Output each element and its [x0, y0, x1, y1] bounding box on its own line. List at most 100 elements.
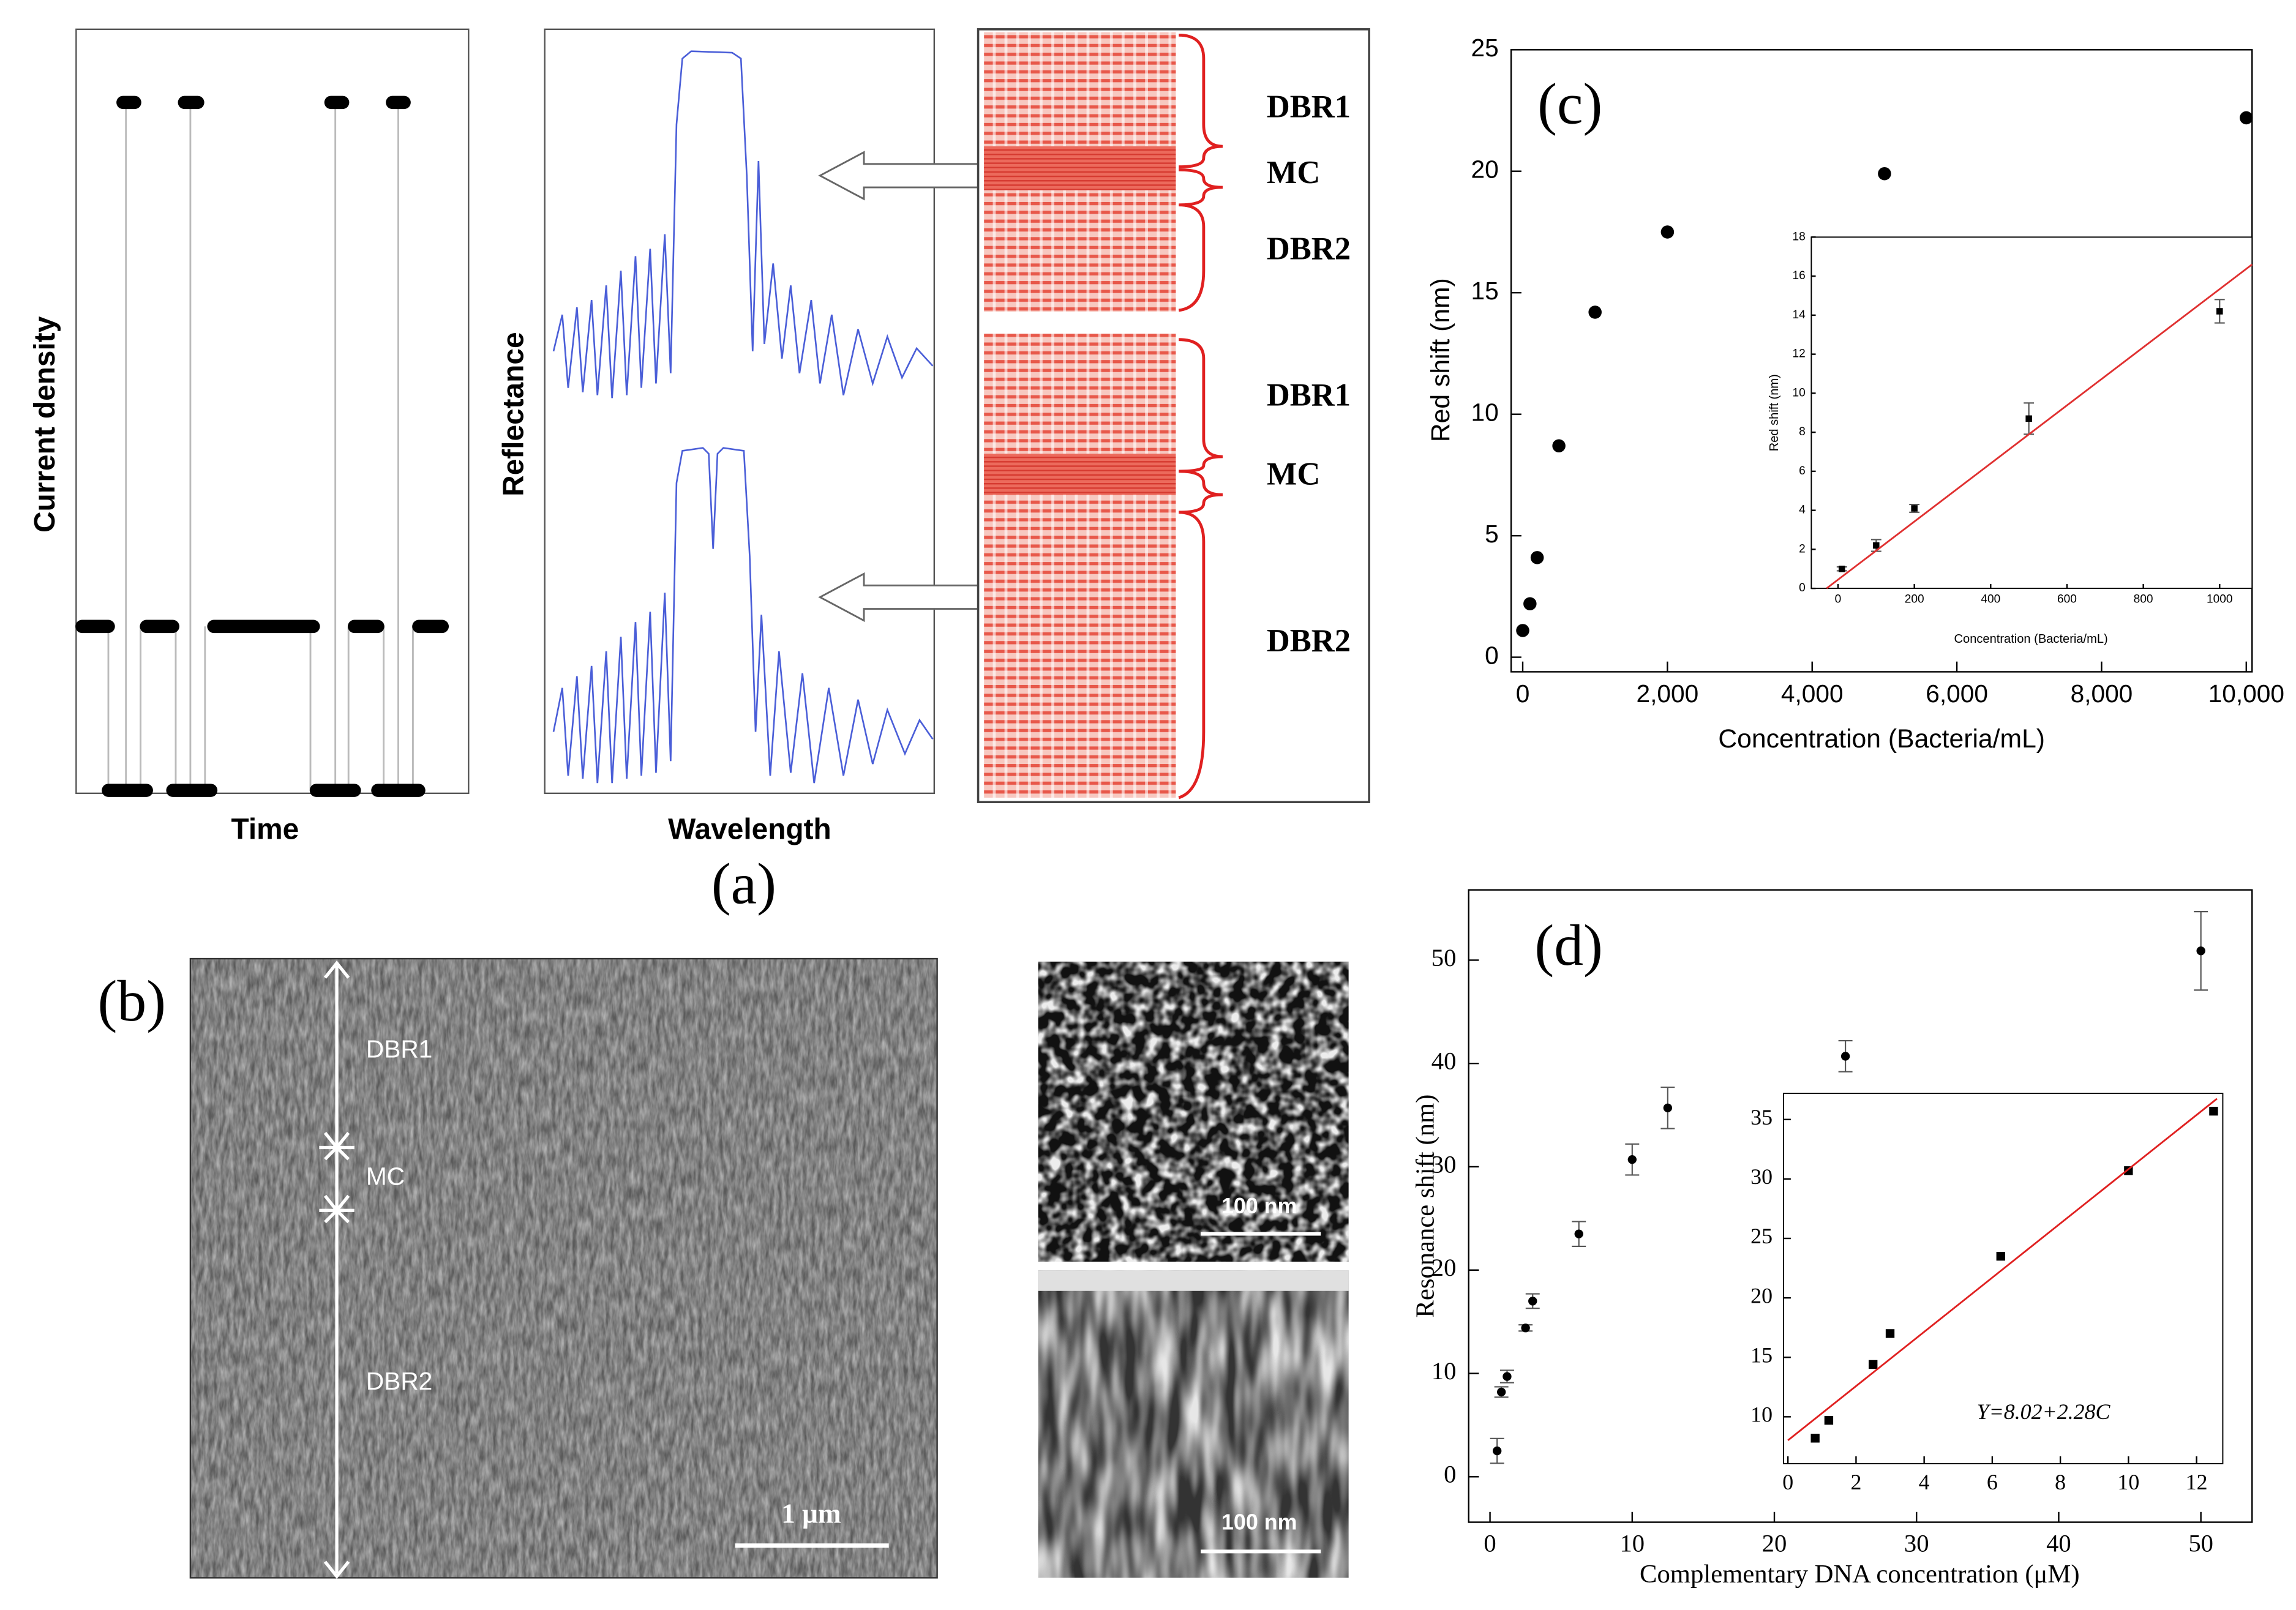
x-tick-label: 20 — [1762, 1529, 1787, 1557]
y-tick-label: 10 — [1431, 1357, 1457, 1385]
sem-side-texture — [1038, 1270, 1349, 1578]
x-tick-label: 10 — [1619, 1529, 1645, 1557]
y-tick-label: 15 — [1471, 277, 1499, 305]
y-tick-label: 2 — [1799, 542, 1806, 555]
scale-label: 1 μm — [781, 1498, 841, 1529]
point — [1663, 1103, 1673, 1112]
point — [1873, 542, 1880, 549]
point — [2216, 308, 2223, 315]
point — [2025, 415, 2032, 422]
point — [1523, 597, 1537, 611]
x-tick-label: 0 — [1782, 1470, 1793, 1494]
scale-label: 100 nm — [1221, 1510, 1297, 1534]
axis-label: Reflectance — [497, 332, 530, 496]
axis-label: Current density — [29, 316, 61, 533]
point — [1516, 624, 1529, 637]
point — [1530, 551, 1544, 564]
plot-frame — [1782, 1093, 2224, 1464]
annotation: (d) — [1534, 913, 1603, 978]
x-tick-label: 50 — [2188, 1529, 2213, 1557]
x-tick-label: 4,000 — [1781, 680, 1844, 708]
layer-label: MC — [366, 1162, 405, 1190]
annotation: Y=8.02+2.28C — [1977, 1399, 2111, 1424]
sem-texture — [190, 959, 937, 1578]
spectrum-bottom — [552, 447, 934, 784]
y-tick-label: 0 — [1799, 582, 1806, 594]
x-tick-label: 2 — [1850, 1470, 1861, 1494]
y-tick-label: 35 — [1750, 1105, 1773, 1129]
y-tick-label: 30 — [1431, 1150, 1457, 1178]
point — [1552, 439, 1566, 453]
point — [1528, 1297, 1537, 1306]
point — [2196, 946, 2205, 956]
axis-label: Wavelength — [668, 814, 831, 846]
inset-background — [1783, 1093, 2223, 1464]
y-tick-label: 10 — [1793, 386, 1806, 399]
y-tick-label: 30 — [1750, 1164, 1773, 1189]
arrows — [818, 151, 980, 623]
panel-a: Current density Time Reflectance Wavelen… — [29, 28, 1370, 916]
x-tick-label: 8,000 — [2071, 680, 2133, 708]
point — [1885, 1329, 1895, 1338]
y-tick-label: 6 — [1799, 465, 1806, 477]
fit-line — [1787, 1098, 2218, 1441]
point — [1838, 566, 1845, 572]
current-frame — [75, 28, 470, 795]
x-tick-label: 12 — [2186, 1470, 2208, 1494]
braces — [1178, 33, 1223, 799]
y-tick-label: 10 — [1471, 398, 1499, 426]
layer-arrows — [319, 960, 355, 1579]
point — [1493, 1446, 1502, 1456]
point — [1627, 1155, 1637, 1164]
x-tick-label: 400 — [1981, 593, 2000, 605]
y-tick-label: 0 — [1444, 1461, 1456, 1488]
point — [1869, 1360, 1878, 1369]
inset-background — [1811, 237, 2253, 589]
y-tick-label: 14 — [1793, 309, 1806, 321]
point — [1521, 1324, 1530, 1333]
y-axis-label: Resonance shift (nm) — [1411, 1095, 1440, 1318]
sem-top-texture — [1038, 961, 1349, 1262]
x-tick-label: 2,000 — [1637, 680, 1699, 708]
layer-label: DBR1 — [1267, 89, 1351, 124]
y-tick-label: 15 — [1750, 1342, 1773, 1367]
y-tick-label: 16 — [1793, 269, 1806, 282]
y-tick-label: 10 — [1750, 1402, 1773, 1427]
x-axis-label: Concentration (Bacteria/mL) — [1954, 632, 2108, 646]
point — [1996, 1251, 2005, 1261]
point — [1503, 1372, 1512, 1381]
x-axis-label: Complementary DNA concentration (μM) — [1640, 1560, 2080, 1589]
y-axis-label: Red shift (nm) — [1426, 278, 1455, 442]
point — [1574, 1229, 1583, 1238]
point — [1660, 225, 1675, 239]
x-tick-label: 40 — [2046, 1529, 2071, 1557]
x-tick-label: 800 — [2134, 593, 2153, 605]
panel-label: (a) — [711, 852, 776, 916]
charts: 0 2,000 4,000 6,000 8,000 10,0000510152025Con… — [1411, 34, 2284, 1589]
y-tick-label: 50 — [1431, 944, 1457, 972]
axis-label: Time — [231, 814, 299, 846]
y-tick-label: 25 — [1750, 1224, 1773, 1248]
x-tick-label: 1000 — [2207, 593, 2233, 605]
annotation: (c) — [1537, 71, 1602, 136]
mc-top — [984, 146, 1176, 190]
waveform-guides — [107, 102, 414, 791]
scale-label: 100 nm — [1221, 1194, 1297, 1218]
y-tick-label: 25 — [1471, 34, 1499, 62]
x-tick-label: 200 — [1905, 593, 1924, 605]
layer-label: MC — [1267, 457, 1321, 492]
x-tick-label: 10,000 — [2208, 680, 2284, 708]
x-tick-label: 30 — [1904, 1529, 1929, 1557]
sem-side-surface — [1038, 1270, 1349, 1291]
point — [1840, 1052, 1850, 1061]
point — [2240, 111, 2253, 125]
y-tick-label: 5 — [1485, 520, 1499, 548]
layer-frame — [977, 28, 1370, 804]
layer-label: DBR1 — [366, 1035, 432, 1063]
layers-bottom — [984, 334, 1176, 798]
x-tick-label: 0 — [1484, 1529, 1496, 1557]
panel-b: (b) DBR1 MC DBR2 1 μm 100 nm 100 nm — [97, 957, 1349, 1579]
x-tick-label: 0 — [1516, 680, 1530, 708]
point — [1810, 1434, 1820, 1443]
